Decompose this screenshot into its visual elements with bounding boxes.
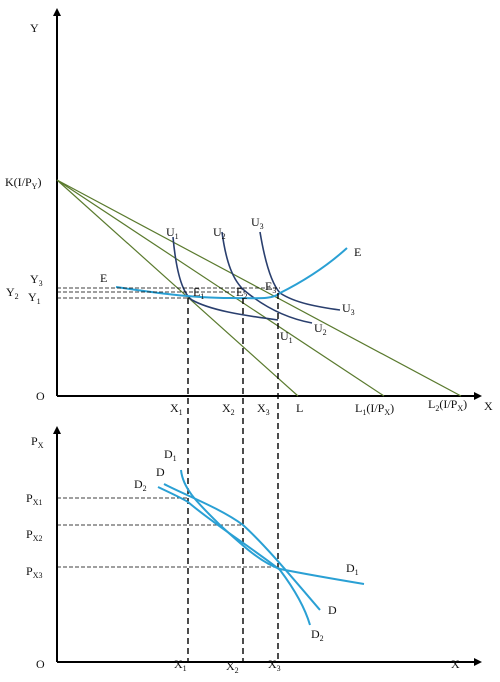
px2-label: PX2 [26,527,42,543]
bottom-x1-label: X1 [174,657,187,673]
bottom-x3-label: X3 [268,657,281,673]
top-x-axis-label: X [484,399,493,413]
intercept-K-label: K(I/PY) [5,175,41,191]
u2-top-label: U2 [213,225,226,241]
pcc-start-label: E [100,271,107,285]
u3-bottom-label: U3 [342,301,355,317]
e1-label: E1 [193,285,204,301]
demand-curve-D2 [157,486,311,626]
indifference-curve-U3 [259,231,341,311]
bottom-y-axis-label: PX [31,434,44,450]
e2-label: E2 [236,285,247,301]
budget-L1-label: L1(I/PX) [355,401,394,417]
d1-top-label: D1 [164,447,177,463]
budget-L2-label: L2(I/PX) [428,397,467,413]
pcc-end-label: E [354,245,361,259]
d2-bottom-label: D2 [311,627,324,643]
y1-label: Y1 [28,290,41,306]
u1-bottom-label: U1 [280,329,293,345]
d-bottom-label: D [328,603,337,617]
d1-bottom-label: D1 [346,561,359,577]
indifference-curve-U1 [172,236,279,321]
bottom-x2-label: X2 [226,659,239,675]
top-y-axis-label: Y [30,21,39,35]
y2-label: Y2 [6,285,19,301]
top-origin-label: O [36,389,45,403]
d2-top-label: D2 [134,477,147,493]
u1-top-label: U1 [166,225,179,241]
top-x3-label: X3 [257,401,270,417]
u3-top-label: U3 [251,215,264,231]
top-x1-label: X1 [170,401,183,417]
indifference-curve-U2 [221,231,313,324]
u2-bottom-label: U2 [314,321,327,337]
budget-L-label: L [296,401,303,415]
top-x2-label: X2 [222,401,235,417]
price-consumption-curve [115,247,348,300]
y3-label: Y3 [30,272,43,288]
px1-label: PX1 [26,491,42,507]
px3-label: PX3 [26,564,42,580]
demand-curve-D [163,483,321,611]
bottom-x-axis-label: X [451,657,460,671]
e3-label: E3 [265,279,276,295]
bottom-origin-label: O [36,657,45,671]
d-top-label: D [156,465,165,479]
